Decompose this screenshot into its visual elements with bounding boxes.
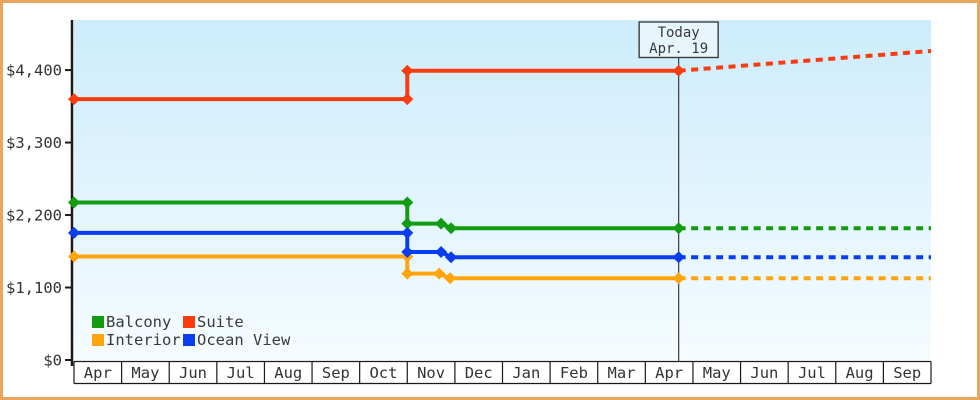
series-marker-suite xyxy=(401,93,414,106)
series-marker-balcony xyxy=(401,196,414,209)
month-label: Sep xyxy=(893,364,921,382)
month-label: Oct xyxy=(369,364,397,382)
month-label: Nov xyxy=(417,364,445,382)
legend-label-suite: Suite xyxy=(197,313,244,331)
month-label: Dec xyxy=(465,364,493,382)
series-line-suite xyxy=(74,68,679,102)
month-label: May xyxy=(703,364,731,382)
series-marker-suite xyxy=(672,64,685,77)
series-marker-balcony xyxy=(401,217,414,230)
month-label: Jun xyxy=(179,364,207,382)
month-label: Feb xyxy=(560,364,588,382)
legend-swatch-interior xyxy=(92,334,104,346)
series-marker-balcony xyxy=(435,217,448,230)
month-label: Jul xyxy=(798,364,826,382)
series-marker-ocean-view xyxy=(68,226,80,239)
y-tick-label: $0 xyxy=(43,352,62,370)
month-label: Apr xyxy=(84,364,112,382)
series-projection-suite xyxy=(678,48,932,73)
series-marker-ocean-view xyxy=(401,226,414,239)
month-label: Apr xyxy=(655,364,683,382)
month-label: Aug xyxy=(846,364,874,382)
legend-swatch-suite xyxy=(183,316,195,328)
y-tick-label: $1,100 xyxy=(6,279,62,297)
series-marker-ocean-view xyxy=(401,245,414,258)
month-label: Aug xyxy=(274,364,302,382)
plot-background xyxy=(74,20,931,360)
month-label: Jul xyxy=(227,364,255,382)
series-line-interior xyxy=(74,254,679,281)
y-tick-label: $3,300 xyxy=(6,134,62,152)
month-label: May xyxy=(131,364,159,382)
legend-label-ocean-view: Ocean View xyxy=(197,331,291,349)
series-line-balcony xyxy=(74,200,679,231)
series-marker-interior xyxy=(672,272,685,285)
y-tick-label: $4,400 xyxy=(6,62,62,80)
series-marker-suite xyxy=(68,93,80,106)
legend-label-interior: Interior xyxy=(106,331,181,349)
series-marker-interior xyxy=(401,267,414,280)
series-marker-balcony xyxy=(672,222,685,235)
series-marker-ocean-view xyxy=(672,251,685,264)
legend-swatch-balcony xyxy=(92,316,104,328)
y-tick-label: $2,200 xyxy=(6,207,62,225)
month-label: Jun xyxy=(750,364,778,382)
series-marker-balcony xyxy=(445,222,458,235)
series-marker-interior xyxy=(444,272,457,285)
month-label: Sep xyxy=(322,364,350,382)
today-label-line1: Today xyxy=(658,25,700,41)
today-box xyxy=(638,21,719,59)
series-marker-suite xyxy=(401,64,414,77)
legend-label-balcony: Balcony xyxy=(106,313,171,331)
series-line-ocean-view xyxy=(74,230,679,260)
month-label: Mar xyxy=(608,364,636,382)
series-marker-balcony xyxy=(68,196,80,209)
month-label: Jan xyxy=(512,364,540,382)
series-marker-interior xyxy=(433,267,446,280)
series-marker-ocean-view xyxy=(435,245,448,258)
today-label-line2: Apr. 19 xyxy=(649,41,708,57)
series-marker-interior xyxy=(68,250,80,263)
series-marker-ocean-view xyxy=(445,251,458,264)
legend-swatch-ocean-view xyxy=(183,334,195,346)
